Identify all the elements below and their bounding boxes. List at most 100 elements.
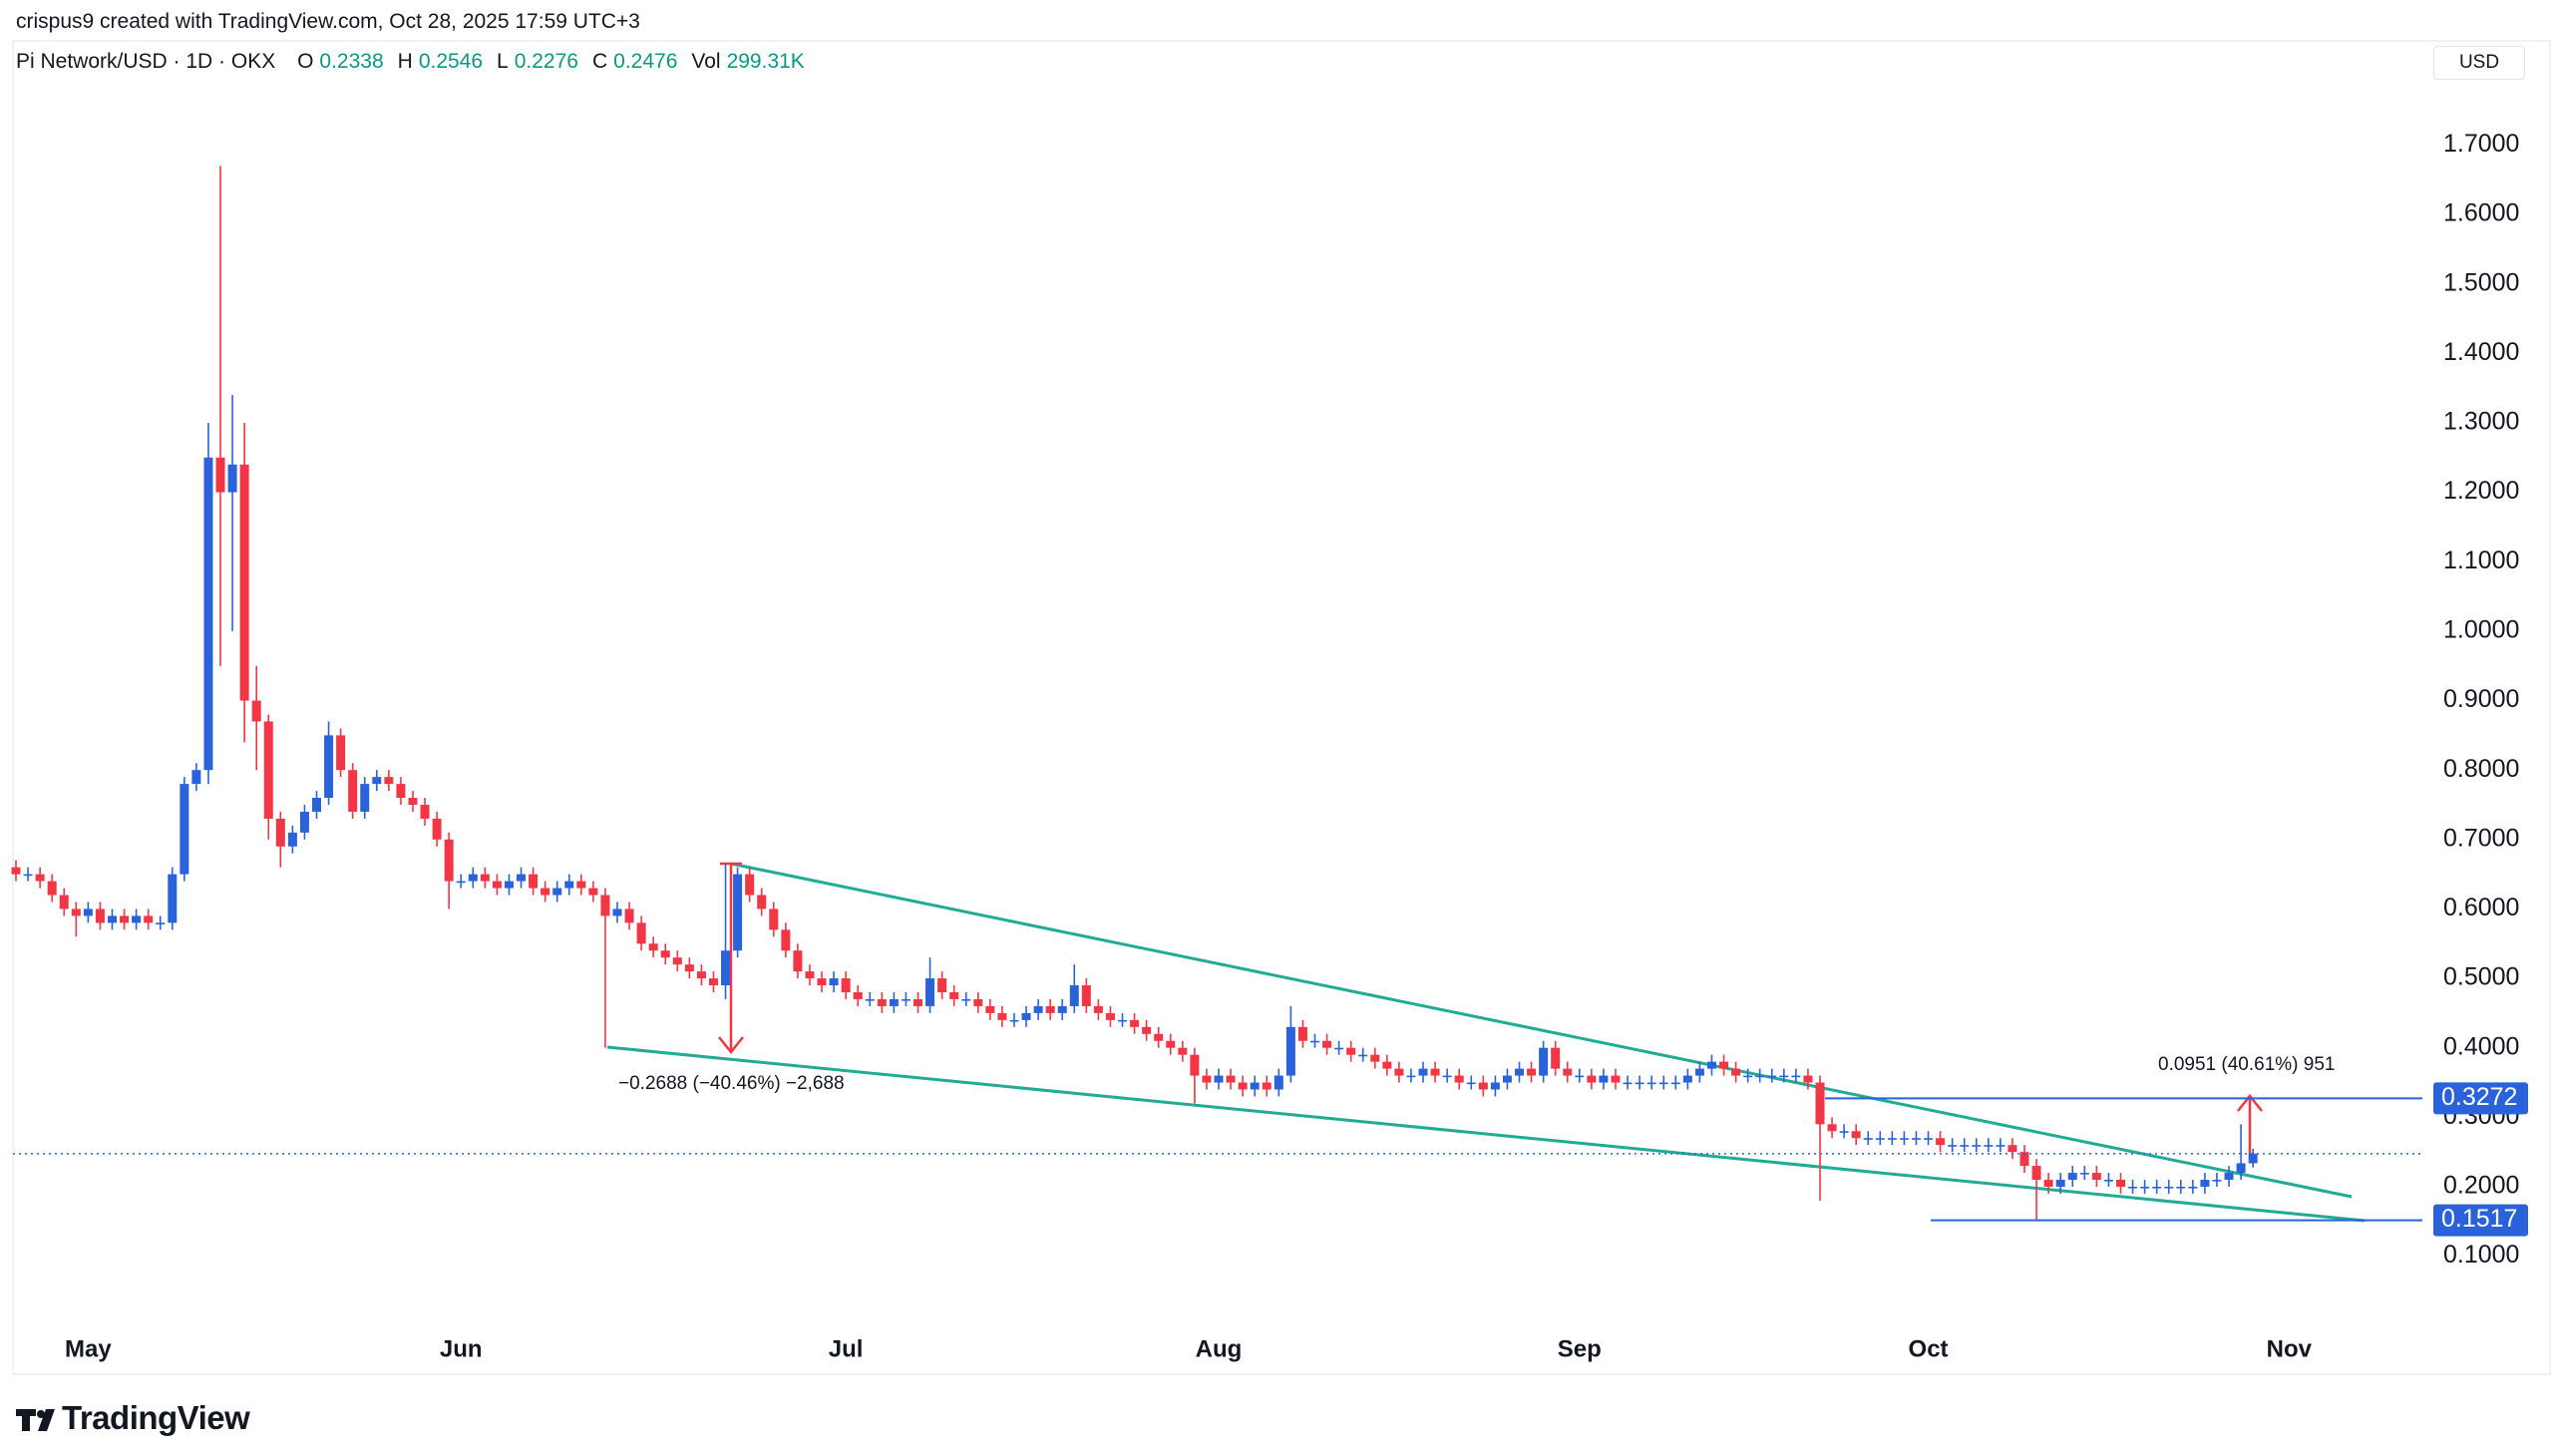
candle-body: [1623, 1082, 1633, 1085]
candle-body: [2140, 1186, 2150, 1189]
candle-body: [360, 784, 370, 812]
candle-body: [23, 874, 33, 877]
candle-body: [324, 735, 334, 799]
chart-frame: [12, 40, 2551, 1375]
x-tick-label: Aug: [1196, 1335, 1243, 1362]
candle-body: [2043, 1180, 2053, 1187]
candle-body: [889, 998, 899, 1006]
candle-body: [2067, 1173, 2077, 1181]
candle-body: [2079, 1173, 2089, 1175]
candle-body: [1984, 1145, 1994, 1147]
candle-body: [529, 874, 539, 889]
candle-body: [2176, 1186, 2186, 1189]
candle-body: [1682, 1075, 1692, 1083]
candle-body: [1658, 1082, 1668, 1085]
candle-body: [504, 881, 514, 889]
candle-body: [841, 978, 851, 993]
candle-body: [721, 950, 731, 986]
candle-body: [444, 839, 454, 882]
candle-body: [2236, 1163, 2246, 1174]
candle-body: [1960, 1145, 1970, 1147]
candle-body: [913, 998, 922, 1006]
legend-key: O: [297, 50, 314, 73]
candle-body: [2103, 1180, 2113, 1182]
candle-body: [1539, 1047, 1549, 1076]
x-tick-label: May: [65, 1335, 112, 1362]
candle-body: [239, 464, 249, 701]
candle-body: [1911, 1138, 1921, 1140]
legend-key: H: [397, 50, 413, 73]
candle-body: [1105, 1012, 1115, 1020]
candle-body: [961, 998, 971, 1001]
candle-body: [1803, 1075, 1813, 1083]
trend-line-lower: [606, 1045, 2366, 1223]
y-tick-label: 1.4000: [2443, 338, 2519, 366]
candle-body: [541, 888, 550, 896]
candle-body: [2116, 1180, 2125, 1187]
candle-body: [396, 784, 406, 799]
candle-body: [829, 978, 839, 986]
legend-value: 0.2546: [418, 50, 484, 73]
candle-body: [600, 895, 610, 916]
candle-body: [757, 895, 767, 910]
candle-body: [1743, 1075, 1753, 1078]
candle-body: [733, 874, 743, 951]
candle-body: [1875, 1138, 1885, 1140]
candle-body: [937, 978, 947, 993]
y-tick-label: 1.6000: [2443, 199, 2519, 227]
measure-up: [2237, 1093, 2263, 1155]
candle-body: [1202, 1075, 1212, 1083]
candle-body: [2152, 1186, 2162, 1189]
y-tick-label: 1.5000: [2443, 268, 2519, 296]
candle-body: [299, 811, 309, 833]
legend-key: Vol: [691, 50, 721, 73]
candle-body: [2224, 1173, 2234, 1181]
legend-value: 0.2276: [514, 50, 578, 73]
candle-body: [1262, 1082, 1272, 1090]
candle-body: [997, 1012, 1007, 1020]
candle-body: [1406, 1075, 1416, 1078]
arrow-head: [2237, 1093, 2263, 1112]
candle-body: [648, 943, 658, 951]
x-tick-label: Jun: [440, 1335, 483, 1362]
symbol: Pi Network/USD · 1D · OKX: [16, 50, 276, 73]
y-tick-label: 0.7000: [2443, 824, 2519, 852]
candle-body: [1370, 1054, 1380, 1062]
candle-body: [1297, 1026, 1307, 1041]
currency-button[interactable]: USD: [2433, 46, 2525, 80]
candle-body: [372, 777, 382, 785]
candle-body: [1226, 1075, 1236, 1083]
candle-body: [660, 950, 670, 958]
candle-body: [348, 770, 358, 812]
candle-body: [2019, 1152, 2029, 1167]
annotation: 0.0951 (40.61%) 951: [2158, 1054, 2335, 1075]
candle-body: [1575, 1075, 1585, 1078]
candle-body: [1190, 1054, 1200, 1076]
y-tick-label: 0.8000: [2443, 755, 2519, 783]
candle-body: [2212, 1180, 2222, 1182]
candle-body: [1009, 1019, 1019, 1022]
candle-body: [2188, 1186, 2198, 1189]
candle-body: [1322, 1040, 1332, 1048]
candle-body: [708, 978, 718, 986]
trend-line-upper: [730, 862, 2353, 1199]
candle-body: [59, 895, 69, 910]
candle-body: [624, 909, 634, 923]
candle-body: [1069, 985, 1079, 1006]
candle-body: [517, 874, 527, 882]
candle-body: [2248, 1153, 2258, 1164]
candle-body: [263, 721, 273, 819]
candle-body: [576, 881, 586, 889]
candle-body: [1972, 1145, 1982, 1147]
candle-body: [1863, 1138, 1873, 1140]
candle-body: [1430, 1068, 1440, 1076]
candle-body: [865, 998, 875, 1001]
y-tick-label: 1.2000: [2443, 477, 2519, 505]
candle-body: [1779, 1075, 1789, 1078]
candle-body: [156, 922, 166, 924]
candle-body: [1442, 1075, 1452, 1078]
candle-body: [1346, 1047, 1356, 1055]
